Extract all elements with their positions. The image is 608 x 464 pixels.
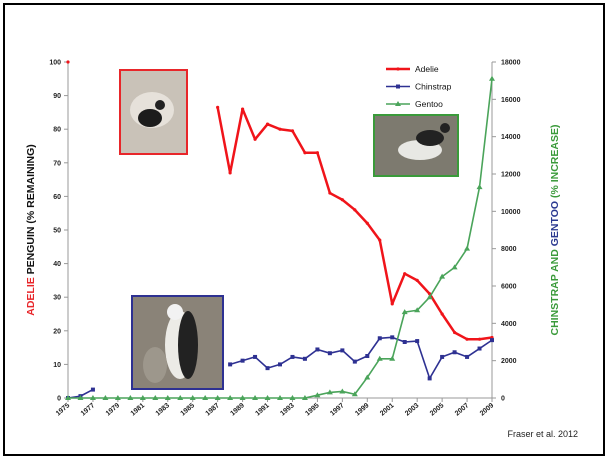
source-note: Fraser et al. 2012: [507, 429, 578, 439]
data-point: [378, 336, 382, 340]
legend-marker: [396, 85, 400, 89]
y2-axis-title-part: GENTOO: [549, 201, 561, 246]
data-point: [478, 347, 482, 351]
y-tick-label: 30: [53, 295, 61, 302]
data-point: [365, 354, 369, 358]
data-point: [91, 388, 95, 392]
y-tick-label: 0: [57, 396, 61, 403]
y2-tick-label: 14000: [501, 134, 521, 141]
data-point: [229, 171, 232, 174]
y2-tick-label: 2000: [501, 358, 517, 365]
data-point: [403, 272, 406, 275]
y2-tick-label: 6000: [501, 284, 517, 291]
legend-label: Gentoo: [415, 99, 443, 109]
data-point: [341, 198, 344, 201]
gentoo-photo: [374, 115, 458, 176]
data-point: [266, 123, 269, 126]
data-point: [328, 351, 332, 355]
data-point: [440, 355, 444, 359]
data-point: [315, 347, 319, 351]
data-point: [465, 338, 468, 341]
data-point: [291, 129, 294, 132]
y2-axis-title: CHINSTRAP AND GENTOO (% INCREASE): [549, 124, 561, 335]
data-point: [303, 151, 306, 154]
y-tick-label: 10: [53, 362, 61, 369]
y-tick-label: 40: [53, 261, 61, 268]
data-point: [353, 360, 357, 364]
data-point: [316, 151, 319, 154]
y2-tick-label: 8000: [501, 246, 517, 253]
y-axis-title-part: ADELIE: [25, 277, 37, 316]
data-point: [303, 357, 307, 361]
y2-tick-label: 12000: [501, 172, 521, 179]
y-tick-label: 70: [53, 160, 61, 167]
data-point: [253, 355, 257, 359]
data-point: [453, 350, 457, 354]
chinstrap-photo: [132, 296, 223, 389]
y2-axis-title-part: CHINSTRAP AND: [549, 246, 561, 335]
data-point: [465, 355, 469, 359]
legend-marker: [396, 67, 399, 70]
data-point: [266, 366, 270, 370]
y-tick-label: 90: [53, 93, 61, 100]
data-point: [390, 335, 394, 339]
y-tick-label: 60: [53, 194, 61, 201]
data-point: [228, 362, 232, 366]
y2-tick-label: 0: [501, 396, 505, 403]
y-tick-label: 50: [53, 228, 61, 235]
data-point: [328, 191, 331, 194]
data-point: [216, 106, 219, 109]
data-point: [478, 338, 481, 341]
y2-tick-label: 16000: [501, 97, 521, 104]
y2-tick-label: 4000: [501, 321, 517, 328]
legend-label: Chinstrap: [415, 82, 452, 92]
adelie-photo: [120, 70, 187, 154]
data-point: [66, 60, 69, 63]
y2-tick-label: 18000: [501, 60, 521, 67]
data-point: [441, 312, 444, 315]
data-point: [366, 222, 369, 225]
data-point: [290, 355, 294, 359]
data-point: [253, 138, 256, 141]
y-axis-title: ADELIE PENGUIN (% REMAINING): [25, 144, 37, 316]
y2-tick-label: 10000: [501, 209, 521, 216]
data-point: [278, 128, 281, 131]
data-point: [378, 238, 381, 241]
data-point: [278, 362, 282, 366]
data-point: [453, 331, 456, 334]
data-point: [415, 339, 419, 343]
frame: [4, 4, 604, 455]
data-point: [403, 340, 407, 344]
data-point: [428, 376, 432, 380]
data-point: [241, 359, 245, 363]
data-point: [340, 348, 344, 352]
data-point: [416, 279, 419, 282]
y-tick-label: 100: [49, 60, 61, 67]
chart: 0 10 20 30 40 50 60 70 80 90 100 0 2000 4000 6000 8000 1…: [0, 0, 608, 459]
data-point: [353, 208, 356, 211]
legend-label: Adelie: [415, 64, 439, 74]
data-point: [241, 107, 244, 110]
y-tick-label: 20: [53, 328, 61, 335]
y-tick-label: 80: [53, 127, 61, 134]
data-point: [490, 338, 494, 342]
y-axis-title-part: PENGUIN (% REMAINING): [25, 144, 37, 277]
data-point: [391, 302, 394, 305]
y2-axis-title-part: (% INCREASE): [549, 124, 561, 200]
